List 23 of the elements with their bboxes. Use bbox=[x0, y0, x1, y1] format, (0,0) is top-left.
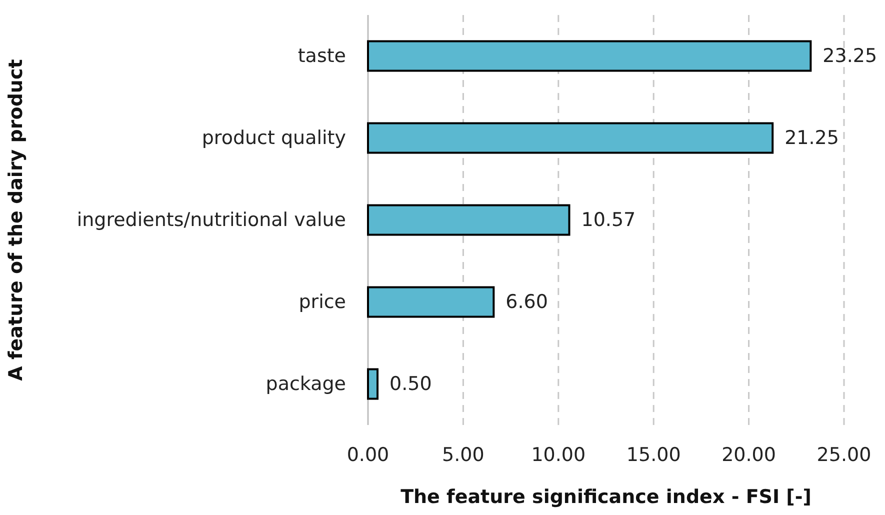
x-tick-label: 10.00 bbox=[531, 444, 586, 466]
data-label: 21.25 bbox=[784, 127, 840, 149]
data-label: 6.60 bbox=[506, 291, 548, 313]
bar bbox=[367, 122, 774, 154]
y-tick-label: package bbox=[266, 373, 346, 395]
y-tick-label: product quality bbox=[202, 127, 346, 149]
data-label: 0.50 bbox=[390, 373, 432, 395]
x-tick-label: 5.00 bbox=[442, 444, 484, 466]
x-tick-label: 15.00 bbox=[626, 444, 681, 466]
y-tick-label: ingredients/nutritional value bbox=[76, 209, 346, 231]
y-tick-label: price bbox=[298, 291, 346, 313]
data-label: 10.57 bbox=[581, 209, 636, 231]
y-tick-label: taste bbox=[298, 45, 346, 67]
x-tick-label: 20.00 bbox=[722, 444, 776, 466]
bar bbox=[367, 286, 495, 318]
data-label: 23.25 bbox=[822, 45, 878, 67]
x-axis-title: The feature significance index - FSI [-] bbox=[400, 486, 812, 508]
bar bbox=[367, 40, 812, 72]
bar bbox=[367, 204, 570, 236]
y-axis-title: A feature of the dairy product bbox=[5, 59, 27, 381]
x-tick-label: 0.00 bbox=[346, 444, 390, 466]
bar bbox=[367, 368, 379, 400]
x-tick-label: 25.00 bbox=[816, 444, 872, 466]
